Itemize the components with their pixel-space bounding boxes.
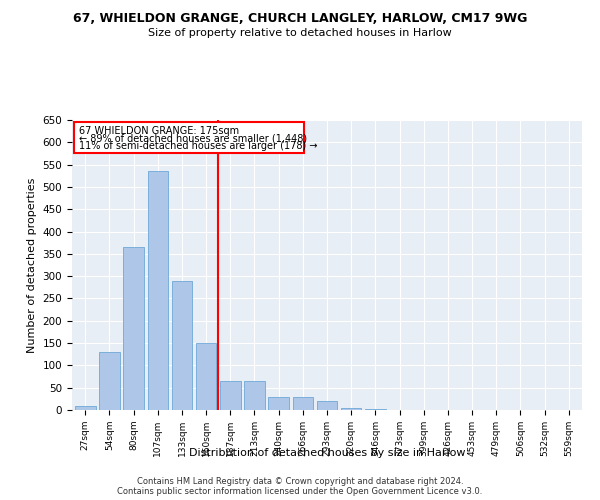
Text: Contains public sector information licensed under the Open Government Licence v3: Contains public sector information licen… (118, 486, 482, 496)
Bar (148, 172, 168, 410)
Bar (365, 409, 386, 410)
Text: ← 89% of detached houses are smaller (1,448): ← 89% of detached houses are smaller (1,… (79, 134, 307, 143)
Bar (75, 406, 95, 410)
Bar (196, 343, 217, 410)
Bar (244, 381, 265, 410)
Y-axis label: Number of detached properties: Number of detached properties (27, 178, 37, 352)
Bar (220, 381, 241, 410)
Text: 67 WHIELDON GRANGE: 175sqm: 67 WHIELDON GRANGE: 175sqm (79, 126, 239, 136)
Text: Distribution of detached houses by size in Harlow: Distribution of detached houses by size … (189, 448, 465, 458)
Bar (317, 401, 337, 410)
Text: 11% of semi-detached houses are larger (178) →: 11% of semi-detached houses are larger (… (79, 141, 318, 151)
Bar (268, 396, 289, 410)
Bar (172, 280, 192, 410)
Bar (74, 122, 304, 154)
Text: Size of property relative to detached houses in Harlow: Size of property relative to detached ho… (148, 28, 452, 38)
Bar (99, 352, 120, 410)
Text: 67, WHIELDON GRANGE, CHURCH LANGLEY, HARLOW, CM17 9WG: 67, WHIELDON GRANGE, CHURCH LANGLEY, HAR… (73, 12, 527, 26)
Text: Contains HM Land Registry data © Crown copyright and database right 2024.: Contains HM Land Registry data © Crown c… (137, 476, 463, 486)
Bar (293, 396, 313, 410)
Bar (341, 408, 361, 410)
Bar (124, 247, 144, 410)
